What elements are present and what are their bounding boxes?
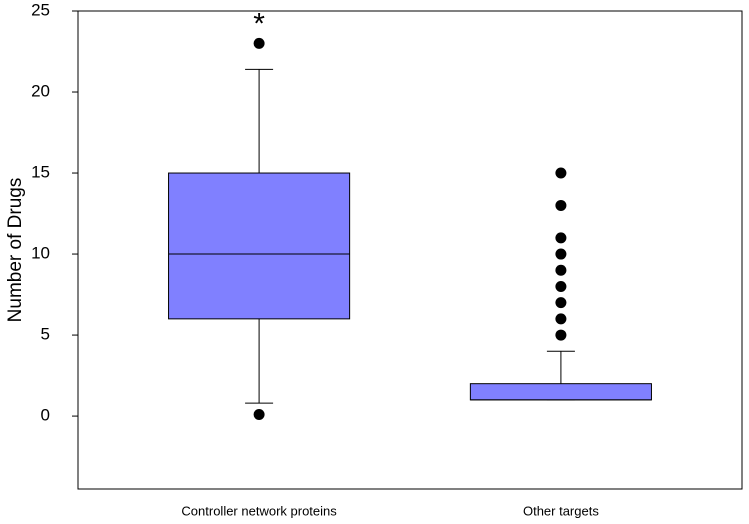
plot-frame bbox=[77, 10, 743, 490]
x-tick-label: Other targets bbox=[523, 503, 599, 518]
y-tick-label: 10 bbox=[31, 244, 50, 263]
outlier bbox=[555, 167, 567, 179]
outlier bbox=[555, 297, 567, 309]
outlier bbox=[253, 37, 265, 49]
outlier bbox=[555, 313, 567, 325]
outlier bbox=[253, 408, 265, 420]
y-tick-label: 15 bbox=[31, 163, 50, 182]
outlier bbox=[555, 329, 567, 341]
box bbox=[168, 172, 351, 320]
outlier bbox=[555, 199, 567, 211]
y-tick-label: 5 bbox=[41, 325, 50, 344]
outlier bbox=[555, 264, 567, 276]
outlier bbox=[555, 248, 567, 260]
x-tick-label: Controller network proteins bbox=[181, 503, 337, 518]
y-tick-label: 0 bbox=[41, 406, 50, 425]
outlier bbox=[555, 280, 567, 292]
y-tick-label: 25 bbox=[31, 0, 50, 19]
y-tick-label: 20 bbox=[31, 82, 50, 101]
annotation: * bbox=[253, 7, 265, 40]
box bbox=[469, 383, 652, 401]
y-axis-label: Number of Drugs bbox=[5, 178, 26, 323]
outlier bbox=[555, 232, 567, 244]
